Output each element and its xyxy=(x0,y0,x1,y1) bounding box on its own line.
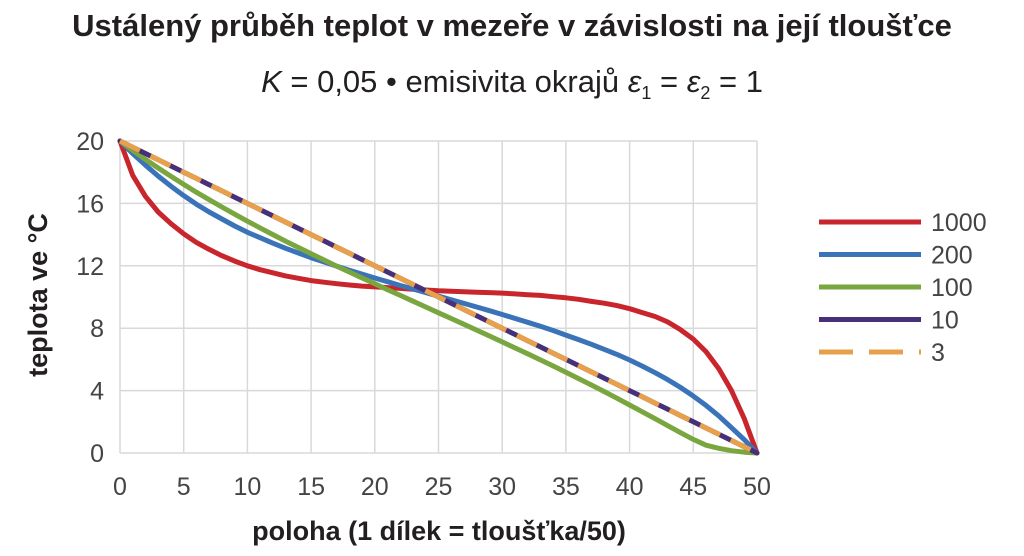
y-tick-label: 8 xyxy=(90,315,104,343)
k-text: = 0,05 • emisivita okrajů xyxy=(281,64,628,99)
subtitle-tail: = 1 xyxy=(710,64,763,99)
x-tick-label: 25 xyxy=(425,473,453,501)
y-tick-label: 0 xyxy=(90,440,104,468)
y-tick-label: 12 xyxy=(76,253,104,281)
x-tick-label: 35 xyxy=(552,473,580,501)
x-tick-label: 10 xyxy=(233,473,261,501)
x-tick-label: 40 xyxy=(616,473,644,501)
x-tick-label: 0 xyxy=(113,473,127,501)
y-tick-label: 4 xyxy=(90,378,104,406)
x-tick-label: 45 xyxy=(679,473,707,501)
x-tick-label: 50 xyxy=(743,473,771,501)
chart-subtitle: K = 0,05 • emisivita okrajů ε1 = ε2 = 1 xyxy=(0,64,1024,104)
epsilon-2-subscript: 2 xyxy=(700,83,711,104)
x-axis-label: poloha (1 dílek = tloušťka/50) xyxy=(252,516,626,546)
x-tick-label: 15 xyxy=(297,473,325,501)
series-line-100 xyxy=(117,138,760,456)
legend-label-100: 100 xyxy=(931,274,973,302)
y-tick-label: 20 xyxy=(76,128,104,156)
k-symbol: K xyxy=(261,64,282,99)
legend-label-3: 3 xyxy=(931,339,945,367)
series-line-1000 xyxy=(117,138,760,456)
y-axis-label: teplota ve °C xyxy=(23,213,53,377)
chart-title: Ustálený průběh teplot v mezeře v závisl… xyxy=(72,8,952,43)
x-tick-label: 20 xyxy=(361,473,389,501)
x-tick-label: 30 xyxy=(488,473,516,501)
legend-label-200: 200 xyxy=(931,242,973,270)
series-line-3 xyxy=(118,138,759,456)
equals-sign: = xyxy=(651,64,687,99)
epsilon-1: ε xyxy=(627,64,642,99)
tick-labels: 0 5 10 15 20 25 30 35 40 45 50 0 4 8 12 16 20 xyxy=(76,128,771,501)
x-tick-label: 5 xyxy=(177,473,191,501)
legend-label-1000: 1000 xyxy=(931,209,987,237)
y-tick-label: 16 xyxy=(76,190,104,218)
epsilon-1-subscript: 1 xyxy=(641,83,652,104)
legend: 1000 200 100 10 3 xyxy=(819,209,987,367)
series-layer xyxy=(117,138,760,456)
epsilon-2: ε xyxy=(686,64,701,99)
legend-label-10: 10 xyxy=(931,307,959,335)
